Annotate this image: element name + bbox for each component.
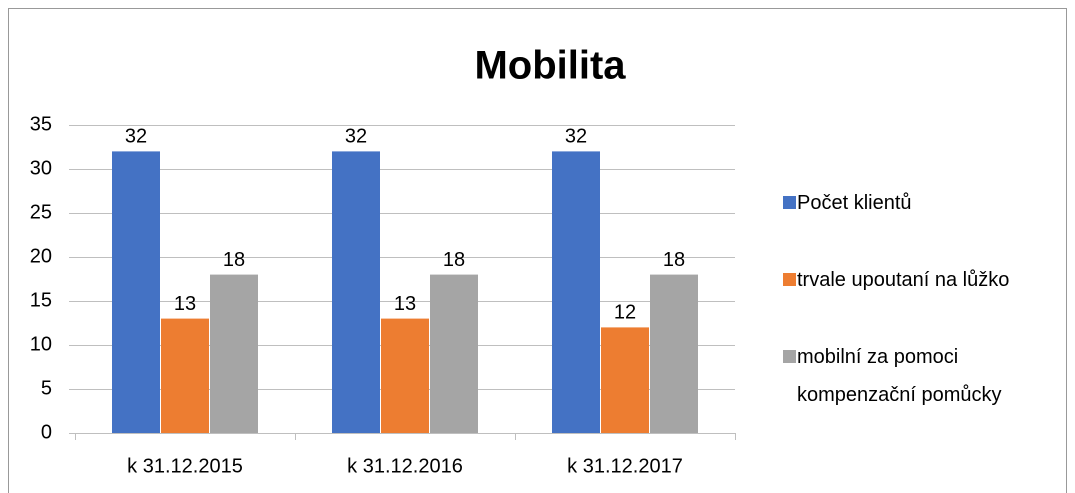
legend-entry: Počet klientů xyxy=(797,192,912,214)
data-label: 32 xyxy=(565,126,587,148)
data-label: 32 xyxy=(125,126,147,148)
y-tick-label: 10 xyxy=(30,333,52,355)
y-tick-label: 30 xyxy=(30,157,52,179)
y-tick-label: 25 xyxy=(30,201,52,223)
bar xyxy=(332,151,380,433)
y-tick-label: 5 xyxy=(41,377,52,399)
legend-entry: mobilní za pomoci kompenzační pomůcky xyxy=(797,346,1002,406)
bar xyxy=(601,327,649,433)
data-label: 13 xyxy=(394,293,416,315)
data-label: 12 xyxy=(614,302,636,324)
legend-swatch xyxy=(783,273,796,286)
x-tick-label: k 31.12.2015 xyxy=(127,455,243,477)
bar xyxy=(210,274,258,433)
y-tick-label: 35 xyxy=(30,113,52,135)
y-tick-label: 0 xyxy=(41,421,52,443)
bar xyxy=(161,318,209,433)
bar xyxy=(381,318,429,433)
legend-swatch xyxy=(783,350,796,363)
chart-title: Mobilita xyxy=(474,44,626,88)
data-label: 18 xyxy=(663,249,685,271)
data-label: 18 xyxy=(223,249,245,271)
x-tick-label: k 31.12.2017 xyxy=(567,455,683,477)
data-label: 18 xyxy=(443,249,465,271)
bar xyxy=(112,151,160,433)
y-tick-label: 20 xyxy=(30,245,52,267)
legend-label: mobilní za pomoci kompenzační pomůcky xyxy=(797,346,1002,406)
legend-label: trvale upoutaní na lůžko xyxy=(797,269,1010,291)
data-label: 13 xyxy=(174,293,196,315)
y-tick-label: 15 xyxy=(30,289,52,311)
legend-entry: trvale upoutaní na lůžko xyxy=(797,269,1010,291)
legend-swatch xyxy=(783,196,796,209)
bar xyxy=(552,151,600,433)
bar xyxy=(430,274,478,433)
x-tick-label: k 31.12.2016 xyxy=(347,455,463,477)
data-label: 32 xyxy=(345,126,367,148)
bar xyxy=(650,274,698,433)
legend-label: Počet klientů xyxy=(797,192,912,214)
